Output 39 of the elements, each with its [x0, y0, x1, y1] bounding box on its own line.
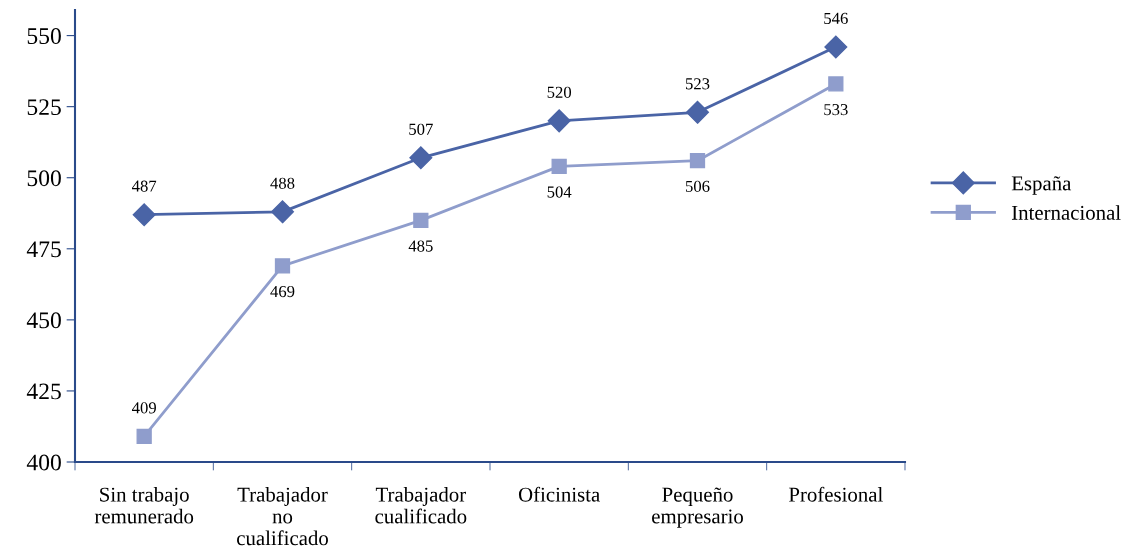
y-tick-label: 425 [26, 383, 61, 400]
point [824, 35, 848, 59]
legend-label: España [1011, 176, 1072, 195]
point [271, 200, 294, 224]
data-label: 409 [131, 402, 156, 414]
data-label: 469 [270, 285, 295, 298]
data-label: 546 [824, 12, 848, 25]
y-tick-label: 400 [26, 454, 61, 471]
x-tick-label: Pequeño empresario [652, 487, 743, 528]
data-label: 507 [409, 123, 433, 135]
data-label: 506 [685, 180, 710, 192]
x-tick-label: Profesional [788, 486, 883, 502]
y-tick-label: 500 [27, 170, 61, 187]
x-tick-label: Trabajador cualificado [375, 487, 467, 524]
point [136, 428, 152, 445]
data-label: 520 [547, 86, 572, 98]
point [689, 153, 706, 169]
y-tick-label: 450 [26, 312, 61, 329]
x-tick-label: Sin trabajo remunerado [94, 487, 194, 524]
point [828, 76, 844, 92]
data-label: 487 [131, 180, 157, 192]
x-tick-label: Trabajador no cualificado [237, 487, 328, 546]
y-tick-label: 550 [27, 28, 61, 45]
point [551, 158, 567, 174]
point [686, 100, 709, 124]
data-label: 504 [547, 186, 572, 198]
point [274, 258, 291, 274]
point [547, 109, 571, 133]
point [409, 146, 433, 170]
y-tick-label: 525 [27, 99, 61, 116]
data-label: 488 [270, 177, 295, 189]
x-tick-label: Oficinista [518, 486, 600, 502]
data-label: 533 [824, 104, 848, 116]
point [132, 203, 156, 227]
point [413, 212, 429, 229]
legend-label: Internacional [1011, 205, 1121, 220]
data-label: 485 [408, 240, 433, 252]
data-label: 523 [685, 78, 710, 90]
y-tick-label: 475 [26, 241, 61, 258]
